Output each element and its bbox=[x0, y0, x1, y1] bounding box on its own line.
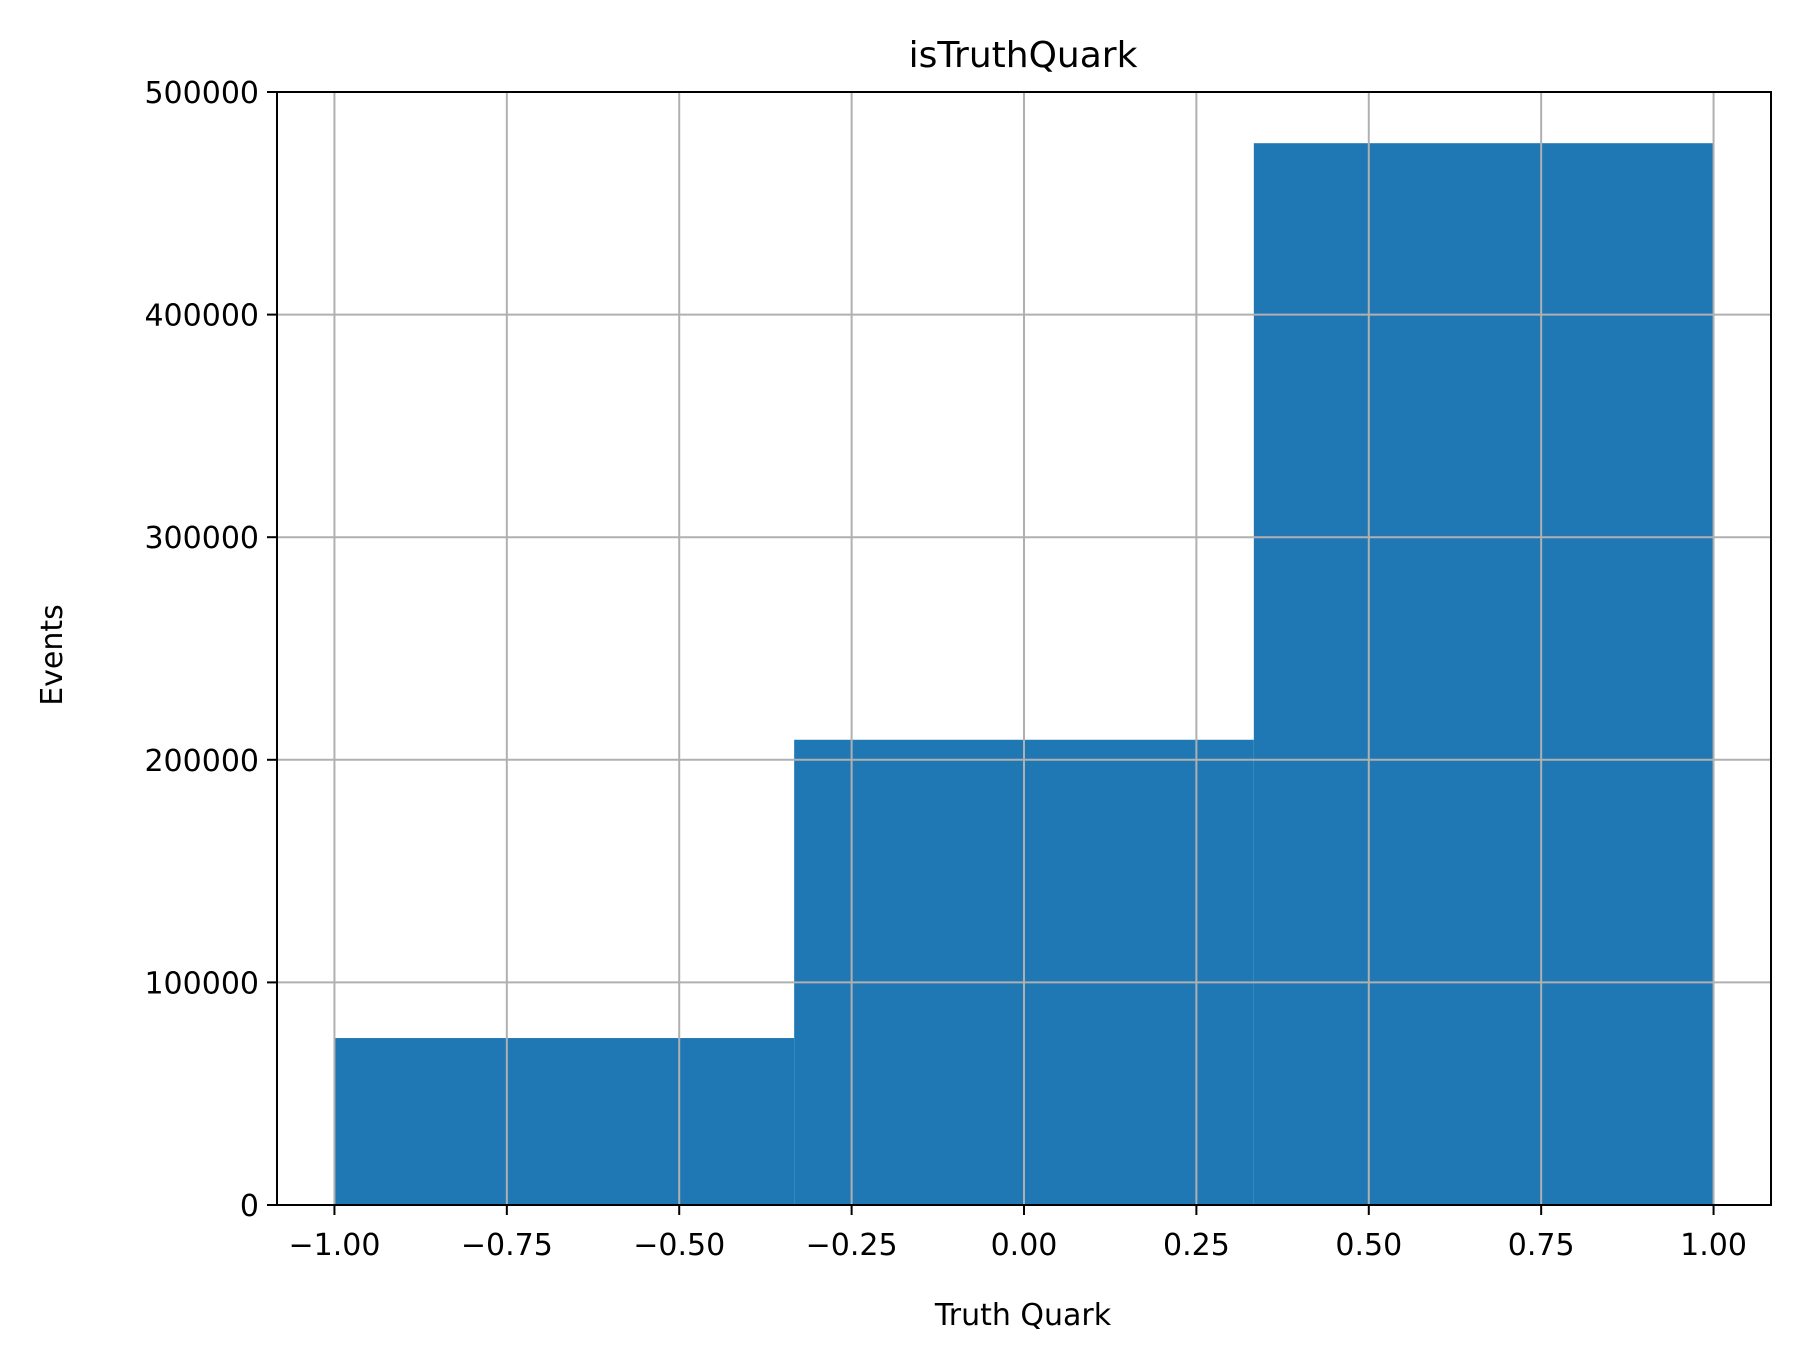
x-tick-label: −1.00 bbox=[288, 1228, 380, 1263]
x-tick-label: 0.25 bbox=[1163, 1228, 1230, 1263]
grid-overlay-layer bbox=[277, 92, 1771, 1205]
y-tick-label: 200000 bbox=[144, 744, 259, 779]
y-tick-label: 0 bbox=[240, 1189, 259, 1224]
x-tick-label: −0.50 bbox=[633, 1228, 725, 1263]
histogram-bar-3 bbox=[1253, 143, 1714, 1205]
x-tick-label: 1.00 bbox=[1680, 1228, 1747, 1263]
y-tick-label: 500000 bbox=[144, 76, 259, 111]
x-tick-label: 0.00 bbox=[991, 1228, 1058, 1263]
x-tick-label: −0.25 bbox=[806, 1228, 898, 1263]
chart-title: isTruthQuark bbox=[909, 35, 1138, 76]
y-axis-label: Events bbox=[35, 604, 70, 706]
bars-layer bbox=[334, 143, 1714, 1205]
y-axis-ticks: 0 100000 200000 300000 400000 500000 bbox=[144, 76, 277, 1224]
y-tick-label: 300000 bbox=[144, 521, 259, 556]
y-tick-label: 100000 bbox=[144, 966, 259, 1001]
x-axis-ticks: −1.00 −0.75 −0.50 −0.25 0.00 0.25 0.50 0.75 1.00 bbox=[288, 1205, 1747, 1263]
x-tick-label: 0.50 bbox=[1335, 1228, 1402, 1263]
x-tick-label: −0.75 bbox=[461, 1228, 553, 1263]
x-tick-label: 0.75 bbox=[1508, 1228, 1575, 1263]
x-axis-label: Truth Quark bbox=[934, 1298, 1112, 1333]
histogram-bar-1 bbox=[334, 1038, 795, 1205]
y-tick-label: 400000 bbox=[144, 299, 259, 334]
